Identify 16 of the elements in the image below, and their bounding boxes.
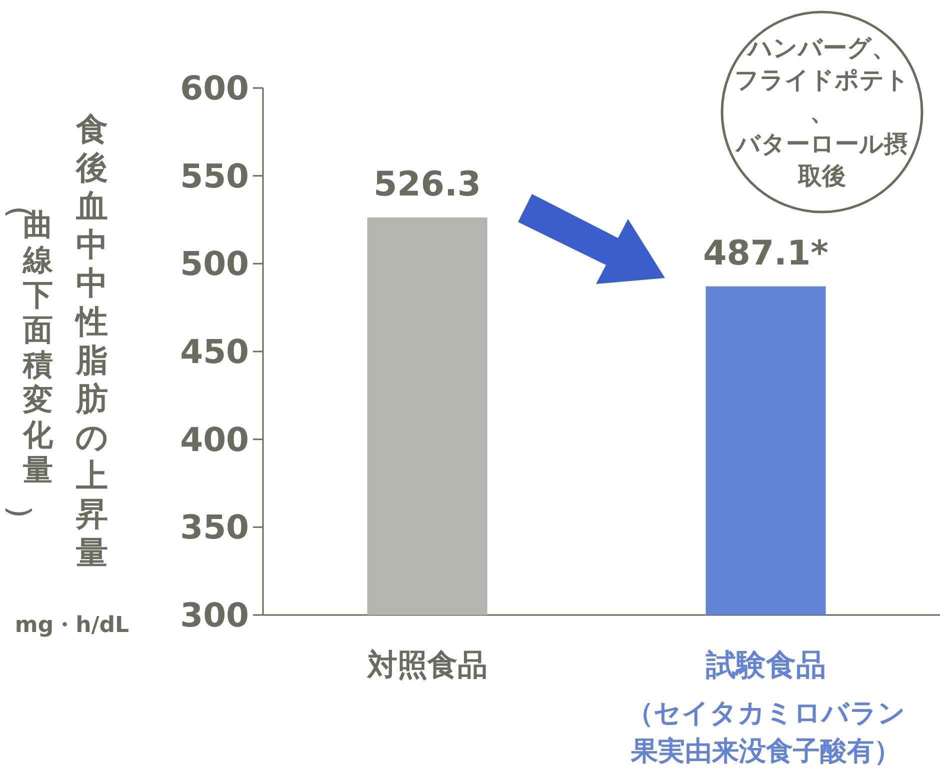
text: mg・h/dL [14,613,130,638]
y-tick-label: 600 [180,68,249,108]
text: 食後血中中性脂肪の上昇量 [76,110,108,572]
annotation: ハンバーグ、フライドポテト、バターロール摂取後 [734,34,910,190]
y-tick-label: 450 [180,332,249,371]
y-tick-label: 350 [180,508,249,547]
x-tick-label: 試験食品 [704,648,826,683]
x-tick-label: 対照食品 [366,648,488,683]
y-tick-label: 300 [180,596,249,634]
y-tick-label: 500 [180,244,249,284]
y-tick-label: 550 [180,156,249,196]
data-label: 487.1* [703,233,829,274]
y-tick-label: 400 [180,420,249,459]
text: （セイタカミロバラン果実由来没食子酸有） [626,698,906,767]
text: （曲線下面積変化量） [3,190,53,534]
data-label: 526.3 [373,164,482,204]
